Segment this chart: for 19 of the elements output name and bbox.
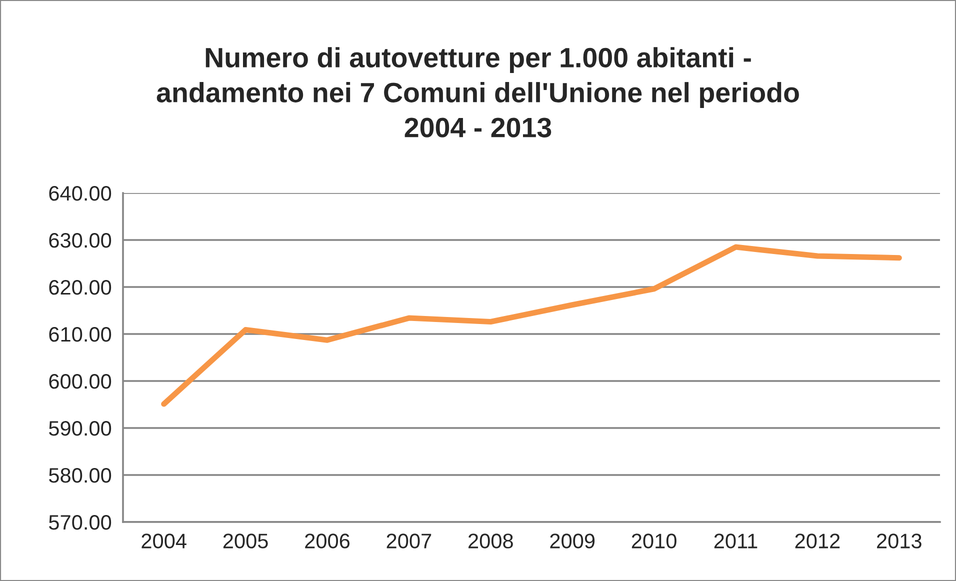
chart-title: Numero di autovetture per 1.000 abitanti - andamento nei 7 Comuni dell'Unione nel periodo 2004 - 2013 <box>156 47 799 138</box>
x-tick-label: 2012 <box>795 534 840 548</box>
x-tick-label: 2010 <box>632 534 676 548</box>
y-tick-label: 600.00 <box>49 374 112 389</box>
x-tick-label: 2005 <box>223 534 268 548</box>
x-tick-label: 2004 <box>142 534 186 548</box>
x-tick-label: 2013 <box>877 534 922 548</box>
x-tick-label: 2008 <box>468 534 513 548</box>
y-tick-label: 580.00 <box>49 468 112 483</box>
y-tick-label: 630.00 <box>49 233 112 248</box>
x-tick-label: 2007 <box>386 534 432 548</box>
y-tick-label: 610.00 <box>49 327 112 342</box>
y-tick-label: 640.00 <box>49 186 112 201</box>
x-tick-label: 2011 <box>714 534 758 548</box>
x-tick-label: 2006 <box>305 534 350 548</box>
y-tick-label: 570.00 <box>49 515 112 530</box>
y-tick-label: 590.00 <box>49 421 112 436</box>
y-tick-label: 620.00 <box>49 280 112 295</box>
x-tick-label: 2009 <box>550 534 595 548</box>
